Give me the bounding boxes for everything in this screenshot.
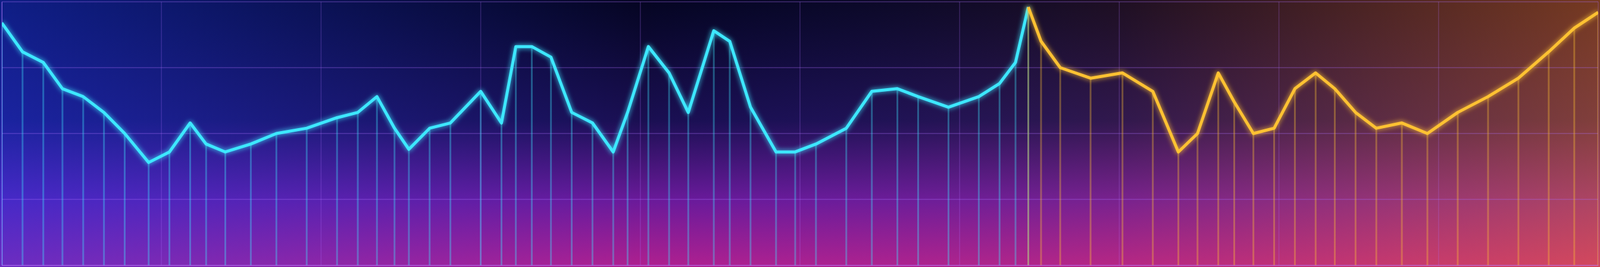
spike — [1059, 67, 1062, 266]
series — [1, 7, 1029, 265]
spike — [449, 122, 452, 265]
spike — [1089, 77, 1092, 265]
chart — [0, 0, 1600, 267]
grid-line — [958, 1, 961, 265]
spike — [814, 144, 817, 265]
spike — [626, 112, 629, 265]
spike — [21, 51, 24, 265]
spike — [82, 96, 84, 265]
spike — [479, 91, 482, 265]
spike — [1196, 133, 1199, 265]
spike — [336, 117, 339, 265]
spike — [1401, 122, 1403, 265]
spike — [168, 151, 171, 265]
spike — [687, 112, 690, 265]
spike — [123, 133, 126, 265]
spike — [775, 151, 777, 265]
spike — [570, 112, 573, 265]
spike — [1027, 7, 1030, 265]
spike — [305, 127, 308, 265]
axis-line — [1, 2, 3, 266]
grid-line — [320, 1, 323, 265]
grid-line — [1438, 1, 1440, 265]
spike — [205, 144, 208, 265]
y-axis — [1, 2, 3, 266]
spike — [61, 88, 64, 265]
spike — [1039, 41, 1042, 265]
spike — [500, 122, 503, 265]
spike — [550, 57, 552, 265]
spike — [275, 133, 278, 265]
spike — [189, 122, 192, 265]
grid-line — [1597, 1, 1599, 265]
spike — [514, 46, 517, 265]
grid-line — [1, 1, 3, 265]
spike — [1314, 72, 1317, 265]
grid-line — [480, 1, 482, 265]
spike — [1426, 133, 1429, 265]
series — [1028, 7, 1599, 265]
spike — [1354, 112, 1357, 265]
spike — [1456, 112, 1459, 265]
plot — [1, 1, 1599, 266]
spike — [376, 96, 378, 265]
spike — [917, 96, 920, 265]
spike — [250, 144, 252, 265]
spike — [530, 46, 533, 265]
spike — [668, 72, 671, 265]
spike — [42, 62, 45, 265]
spike — [407, 149, 410, 265]
spike — [224, 151, 227, 265]
spike — [1597, 12, 1599, 265]
spike — [1252, 133, 1255, 265]
spike — [870, 91, 873, 265]
spike — [1573, 27, 1575, 265]
spike — [1547, 51, 1550, 265]
axis-line — [2, 264, 1599, 266]
grid-line — [799, 1, 801, 265]
spike — [147, 162, 150, 265]
spike — [728, 41, 731, 265]
spike — [428, 127, 431, 265]
line — [1028, 7, 1599, 152]
spike — [1217, 72, 1220, 265]
spike — [102, 112, 105, 265]
spike — [1294, 88, 1296, 265]
grid-line — [160, 1, 162, 265]
marks — [1, 7, 1599, 265]
spike — [947, 107, 950, 265]
spike — [1486, 96, 1489, 265]
spike — [1375, 127, 1378, 265]
spike — [1233, 101, 1236, 265]
spike — [794, 151, 796, 265]
spike — [1, 22, 3, 265]
spike — [1014, 62, 1017, 265]
spike — [1121, 72, 1124, 265]
spike — [647, 46, 650, 265]
line — [1, 7, 1029, 163]
spike — [1273, 127, 1275, 265]
x-axis — [2, 264, 1599, 267]
grid-line — [1278, 1, 1280, 265]
spike — [1027, 7, 1030, 265]
spike — [1151, 91, 1154, 265]
spike — [612, 151, 615, 265]
spike — [977, 96, 980, 265]
grid-line — [639, 1, 642, 265]
grid-line — [1119, 1, 1121, 265]
background-tint — [0, 0, 1600, 267]
spike — [713, 30, 715, 265]
spike — [357, 112, 359, 265]
spike — [896, 88, 899, 265]
spike — [1177, 151, 1180, 265]
spike — [591, 122, 594, 265]
spike — [1333, 88, 1336, 265]
spike — [749, 107, 752, 265]
spike — [1517, 77, 1520, 265]
grid — [1, 1, 1599, 265]
spike — [998, 83, 1001, 265]
spike — [393, 127, 396, 265]
spike — [845, 127, 848, 265]
background — [0, 0, 1600, 267]
